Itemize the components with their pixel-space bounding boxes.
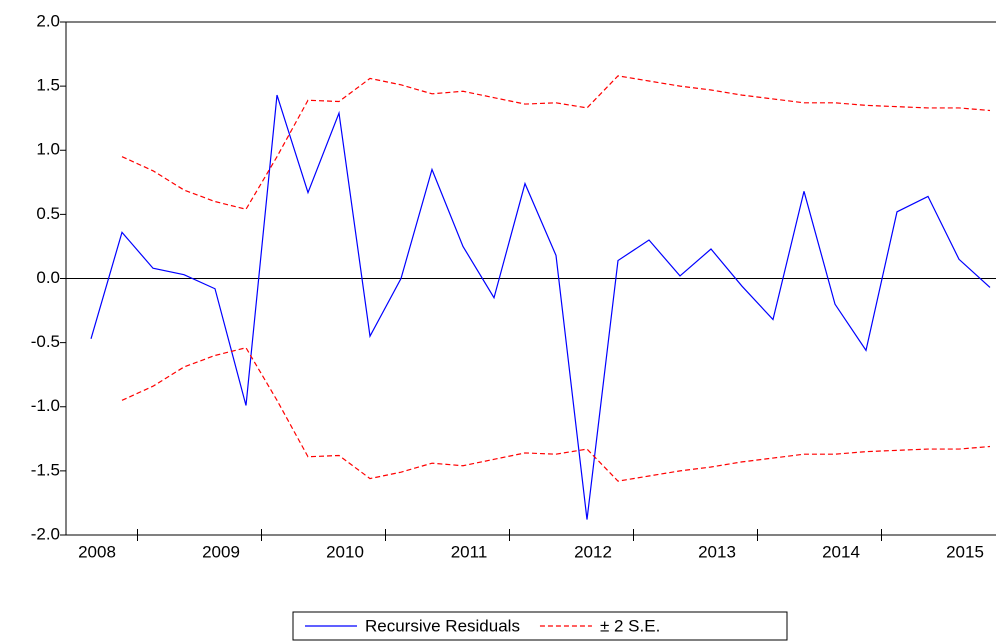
y-tick-label: -1.0 [31,396,60,415]
x-tick-label: 2011 [451,542,488,561]
x-tick-label: 2013 [698,542,736,561]
line-series [90,94,991,520]
x-tick-label: 2012 [574,542,612,561]
y-tick-label: -1.5 [31,460,60,479]
x-tick-label: 2009 [202,542,240,561]
x-tick-label: 2008 [78,542,116,561]
y-tick-label: 0.0 [36,268,60,287]
y-tick-label: 2.0 [36,11,60,30]
line-series [121,75,991,210]
y-tick-label: 1.0 [36,140,60,159]
x-tick-label: 2015 [946,542,984,561]
line-series [121,347,991,482]
legend-label: ± 2 S.E. [600,616,660,635]
y-tick-label: 0.5 [36,204,60,223]
x-tick-label: 2010 [326,542,364,561]
legend-label: Recursive Residuals [365,616,520,635]
x-tick-label: 2014 [822,542,860,561]
y-tick-label: 1.5 [36,76,60,95]
legend-box [292,611,788,641]
y-tick-label: -2.0 [31,524,60,543]
y-tick-label: -0.5 [31,332,60,351]
